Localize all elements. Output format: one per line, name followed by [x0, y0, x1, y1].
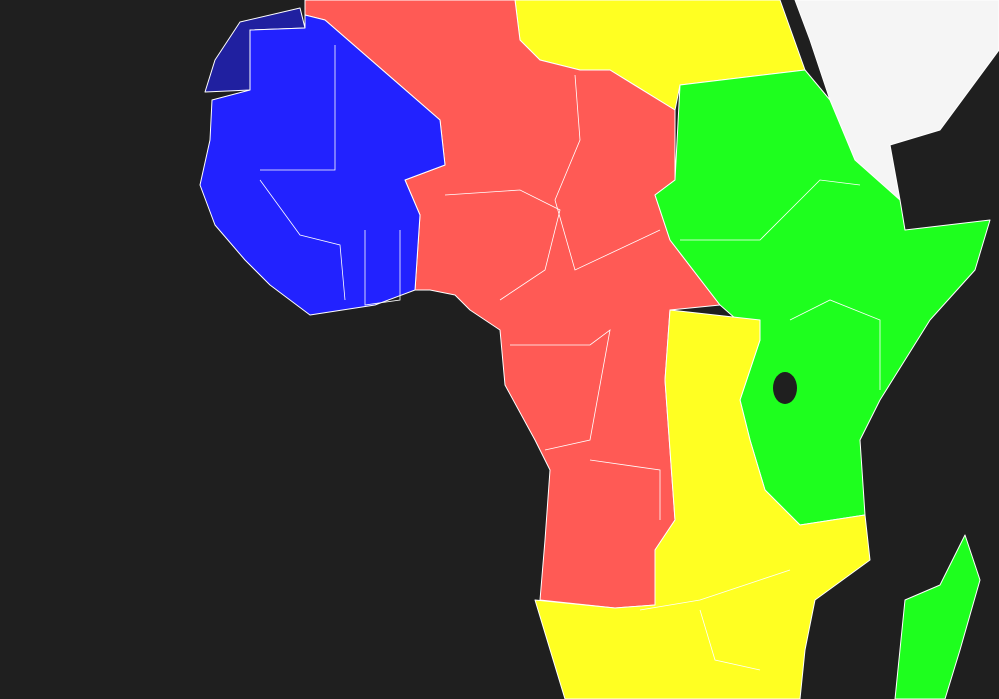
- border: [789, 299, 881, 390]
- lake: [773, 372, 797, 404]
- border: [589, 459, 661, 520]
- borders: [259, 45, 881, 671]
- east-africa-region: [654, 69, 991, 526]
- west-africa-region: [199, 14, 446, 316]
- border: [260, 45, 336, 171]
- border: [364, 230, 401, 306]
- madagascar: [894, 534, 981, 699]
- border: [680, 179, 861, 241]
- southern-yellow-region: [534, 309, 871, 699]
- arabia-region: [794, 0, 999, 201]
- border: [639, 569, 791, 611]
- border: [259, 179, 346, 301]
- border: [510, 329, 611, 451]
- border: [554, 74, 661, 271]
- border: [699, 609, 761, 671]
- border: [444, 189, 561, 301]
